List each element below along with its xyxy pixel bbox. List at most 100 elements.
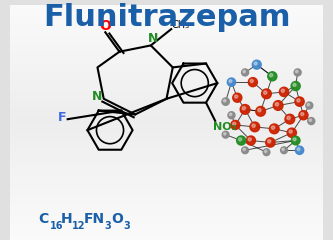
Text: 12: 12	[72, 221, 86, 231]
Bar	[10, 44, 323, 48]
Text: NO₂: NO₂	[213, 121, 236, 132]
Circle shape	[295, 97, 304, 106]
Text: 16: 16	[50, 221, 63, 231]
Bar	[10, 5, 323, 9]
Circle shape	[297, 148, 300, 151]
Bar	[10, 224, 323, 228]
Bar	[10, 28, 323, 32]
Bar	[10, 185, 323, 189]
Bar	[10, 103, 323, 107]
Circle shape	[308, 118, 315, 125]
Bar	[10, 201, 323, 205]
Text: C: C	[38, 212, 48, 226]
Text: 3: 3	[105, 221, 112, 231]
Circle shape	[227, 78, 236, 86]
Bar	[10, 209, 323, 213]
Circle shape	[234, 95, 238, 98]
Circle shape	[242, 147, 248, 154]
Text: CH₃: CH₃	[171, 19, 189, 30]
Bar	[10, 130, 323, 134]
Circle shape	[307, 103, 310, 106]
Circle shape	[238, 138, 242, 141]
Bar	[10, 220, 323, 224]
Bar	[10, 165, 323, 169]
Circle shape	[254, 62, 257, 65]
Bar	[10, 154, 323, 158]
Circle shape	[263, 149, 270, 156]
Circle shape	[294, 69, 301, 76]
Bar	[10, 177, 323, 181]
Bar	[10, 205, 323, 209]
Bar	[10, 24, 323, 28]
Bar	[10, 67, 323, 71]
Circle shape	[223, 133, 226, 135]
Circle shape	[229, 113, 232, 116]
Circle shape	[240, 105, 250, 114]
Circle shape	[287, 128, 296, 137]
Circle shape	[301, 113, 304, 116]
Bar	[10, 189, 323, 193]
Circle shape	[279, 87, 289, 96]
Circle shape	[223, 99, 226, 102]
Circle shape	[273, 101, 283, 110]
Bar	[10, 138, 323, 142]
Circle shape	[285, 114, 295, 124]
Circle shape	[289, 130, 292, 133]
Bar	[10, 75, 323, 79]
Bar	[10, 12, 323, 16]
Bar	[10, 142, 323, 146]
Circle shape	[233, 93, 242, 102]
Bar	[10, 216, 323, 220]
Bar	[10, 118, 323, 122]
Circle shape	[291, 82, 300, 90]
Circle shape	[295, 70, 298, 73]
Circle shape	[222, 131, 229, 138]
Bar	[10, 111, 323, 114]
Circle shape	[281, 89, 284, 92]
Circle shape	[252, 60, 261, 69]
Bar	[10, 52, 323, 56]
Bar	[10, 95, 323, 99]
Circle shape	[248, 78, 257, 87]
Bar	[10, 169, 323, 173]
Bar	[10, 91, 323, 95]
Circle shape	[271, 126, 275, 129]
Bar	[10, 32, 323, 36]
Bar	[10, 56, 323, 60]
Circle shape	[252, 124, 255, 127]
Circle shape	[237, 136, 246, 145]
Bar	[10, 193, 323, 197]
Bar	[10, 181, 323, 185]
Circle shape	[270, 74, 273, 77]
Text: N: N	[148, 32, 159, 45]
Text: H: H	[60, 212, 72, 226]
Circle shape	[262, 89, 271, 99]
Bar	[10, 36, 323, 40]
Circle shape	[233, 122, 236, 126]
Circle shape	[275, 102, 279, 106]
Bar	[10, 122, 323, 126]
Bar	[10, 20, 323, 24]
Bar	[10, 48, 323, 52]
Circle shape	[258, 108, 261, 112]
Text: O: O	[111, 212, 123, 226]
Bar	[10, 40, 323, 44]
Circle shape	[256, 107, 265, 116]
Circle shape	[281, 147, 287, 154]
Bar	[10, 213, 323, 216]
Circle shape	[243, 148, 245, 150]
Bar	[10, 87, 323, 91]
Text: FN: FN	[84, 212, 105, 226]
Bar	[10, 83, 323, 87]
Text: O: O	[100, 19, 112, 33]
Bar	[10, 162, 323, 165]
Circle shape	[268, 72, 277, 81]
Bar	[10, 173, 323, 177]
Circle shape	[295, 146, 304, 154]
Text: 3: 3	[123, 221, 130, 231]
Bar	[10, 64, 323, 67]
Circle shape	[243, 70, 245, 73]
Bar	[10, 114, 323, 118]
Circle shape	[222, 98, 229, 105]
Circle shape	[293, 83, 296, 86]
